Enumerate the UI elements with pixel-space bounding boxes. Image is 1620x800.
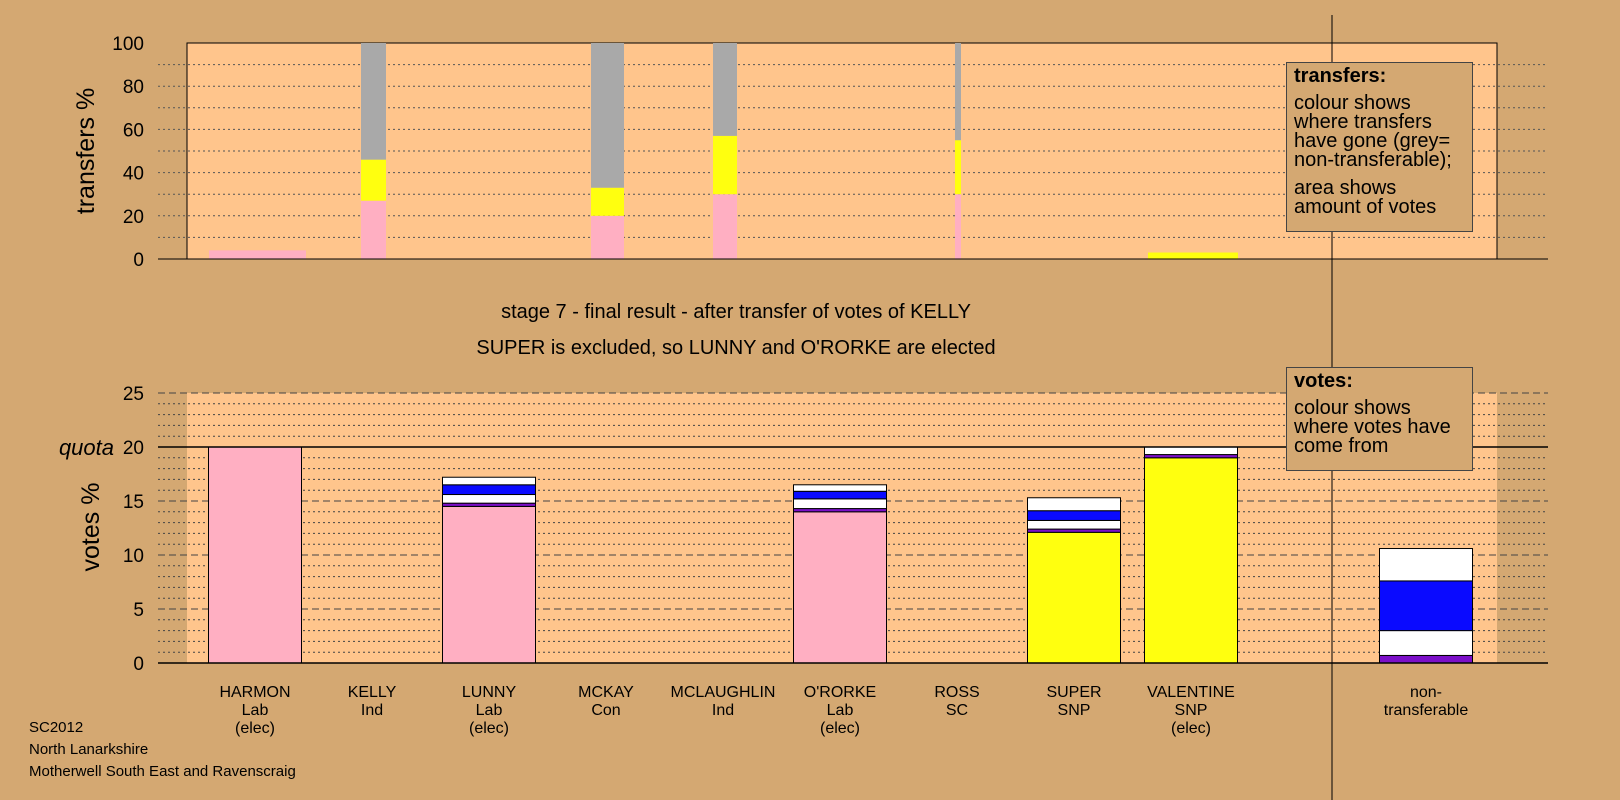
vote-bar-segment [793,490,887,500]
transfer-bar-segment [713,194,737,259]
transfer-bar-segment [1148,252,1238,259]
candidate-label-line: MCKAY [578,684,634,701]
candidate-label-line: VALENTINE [1147,684,1235,701]
vote-bar-segment [1027,531,1121,664]
vote-bar-segment [1027,497,1121,512]
candidate-label-line: MCLAUGHLIN [671,684,776,701]
candidate-label-line: SC [946,702,968,719]
candidate-label-line: ROSS [934,684,979,701]
transfer-bar-segment [955,43,961,141]
quota-label: quota [59,435,114,460]
vote-bar-segment [1379,548,1473,582]
legend-transfers-text-2: area shows amount of votes [1294,177,1437,218]
votes-tick-label: 0 [133,654,144,675]
vote-bar-segment [1144,457,1238,664]
candidate-label-line: Ind [361,702,383,719]
votes-tick-label: 20 [123,438,144,459]
legend-votes: votes: colour shows where votes have com… [1286,367,1473,471]
transfer-bar-segment [713,43,737,136]
candidate-label-line: (elec) [469,720,509,737]
candidate-label-line: SUPER [1046,684,1101,701]
transfers-tick-label: 40 [123,164,144,185]
legend-transfers-text-1: colour shows where transfers have gone (… [1294,92,1452,171]
vote-bar-segment [1379,654,1473,664]
legend-transfers-heading: transfers: [1294,65,1387,87]
transfers-tick-label: 100 [112,34,144,55]
transfer-bar-segment [591,43,624,188]
votes-tick-label: 25 [123,384,144,405]
transfer-bar-segment [955,140,961,195]
transfers-tick-label: 20 [123,207,144,228]
votes-tick-label: 10 [123,546,144,567]
transfer-bar-segment [955,194,961,259]
vote-bar-segment [793,498,887,510]
legend-transfers: transfers: colour shows where transfers … [1286,62,1473,232]
transfer-bar-segment [591,215,624,259]
candidate-label-line: O'RORKE [804,684,876,701]
candidate-label-line: SNP [1058,702,1091,719]
footer-council: North Lanarkshire [29,741,149,758]
candidate-label-line: (elec) [1171,720,1211,737]
vote-bar-segment [442,484,536,496]
candidate-label-line: Lab [476,702,503,719]
transfers-tick-label: 80 [123,77,144,98]
votes-tick-label: 5 [133,600,144,621]
legend-votes-text: colour shows where votes have come from [1294,397,1451,457]
transfers-tick-label: 60 [123,120,144,141]
candidate-label-line: Lab [827,702,854,719]
votes-axis-title: votes % [77,483,105,572]
transfer-bar-segment [361,159,386,201]
candidate-label-line: KELLY [348,684,397,701]
transfer-bar-segment [361,43,386,160]
candidate-label-line: Con [591,702,620,719]
vote-bar-segment [442,505,536,664]
vote-bar-segment [442,494,536,504]
candidate-label-line: (elec) [820,720,860,737]
transfers-tick-label: 0 [133,250,144,271]
candidate-label-line: LUNNY [462,684,517,701]
vote-bar-segment [793,484,887,492]
vote-bar-segment [1379,580,1473,632]
votes-tick-label: 15 [123,492,144,513]
footer-code: SC2012 [29,719,84,736]
candidate-label-line: transferable [1384,702,1469,719]
transfer-bar-segment [361,200,386,259]
vote-bar-segment [1027,510,1121,521]
transfer-bar-segment [713,135,737,195]
candidate-label-line: Ind [712,702,734,719]
footer-ward: Motherwell South East and Ravenscraig [29,763,296,780]
candidate-label-line: (elec) [235,720,275,737]
legend-votes-heading: votes: [1294,370,1353,392]
candidate-label-line: SNP [1175,702,1208,719]
transfer-bar-segment [591,187,624,216]
vote-bar-segment [1027,519,1121,530]
vote-bar-segment [1144,446,1238,456]
candidate-label-line: HARMON [219,684,290,701]
vote-bar-segment [442,476,536,486]
stage-title: stage 7 - final result - after transfer … [501,301,971,323]
vote-bar-segment [1379,630,1473,656]
vote-bar-segment [208,446,302,664]
stage-subtitle: SUPER is excluded, so LUNNY and O'RORKE … [476,337,995,359]
transfer-bar-segment [209,250,306,259]
vote-bar-segment [793,511,887,664]
candidate-label-line: Lab [242,702,269,719]
candidate-label-line: non- [1410,684,1442,701]
transfers-axis-title: transfers % [72,88,100,214]
